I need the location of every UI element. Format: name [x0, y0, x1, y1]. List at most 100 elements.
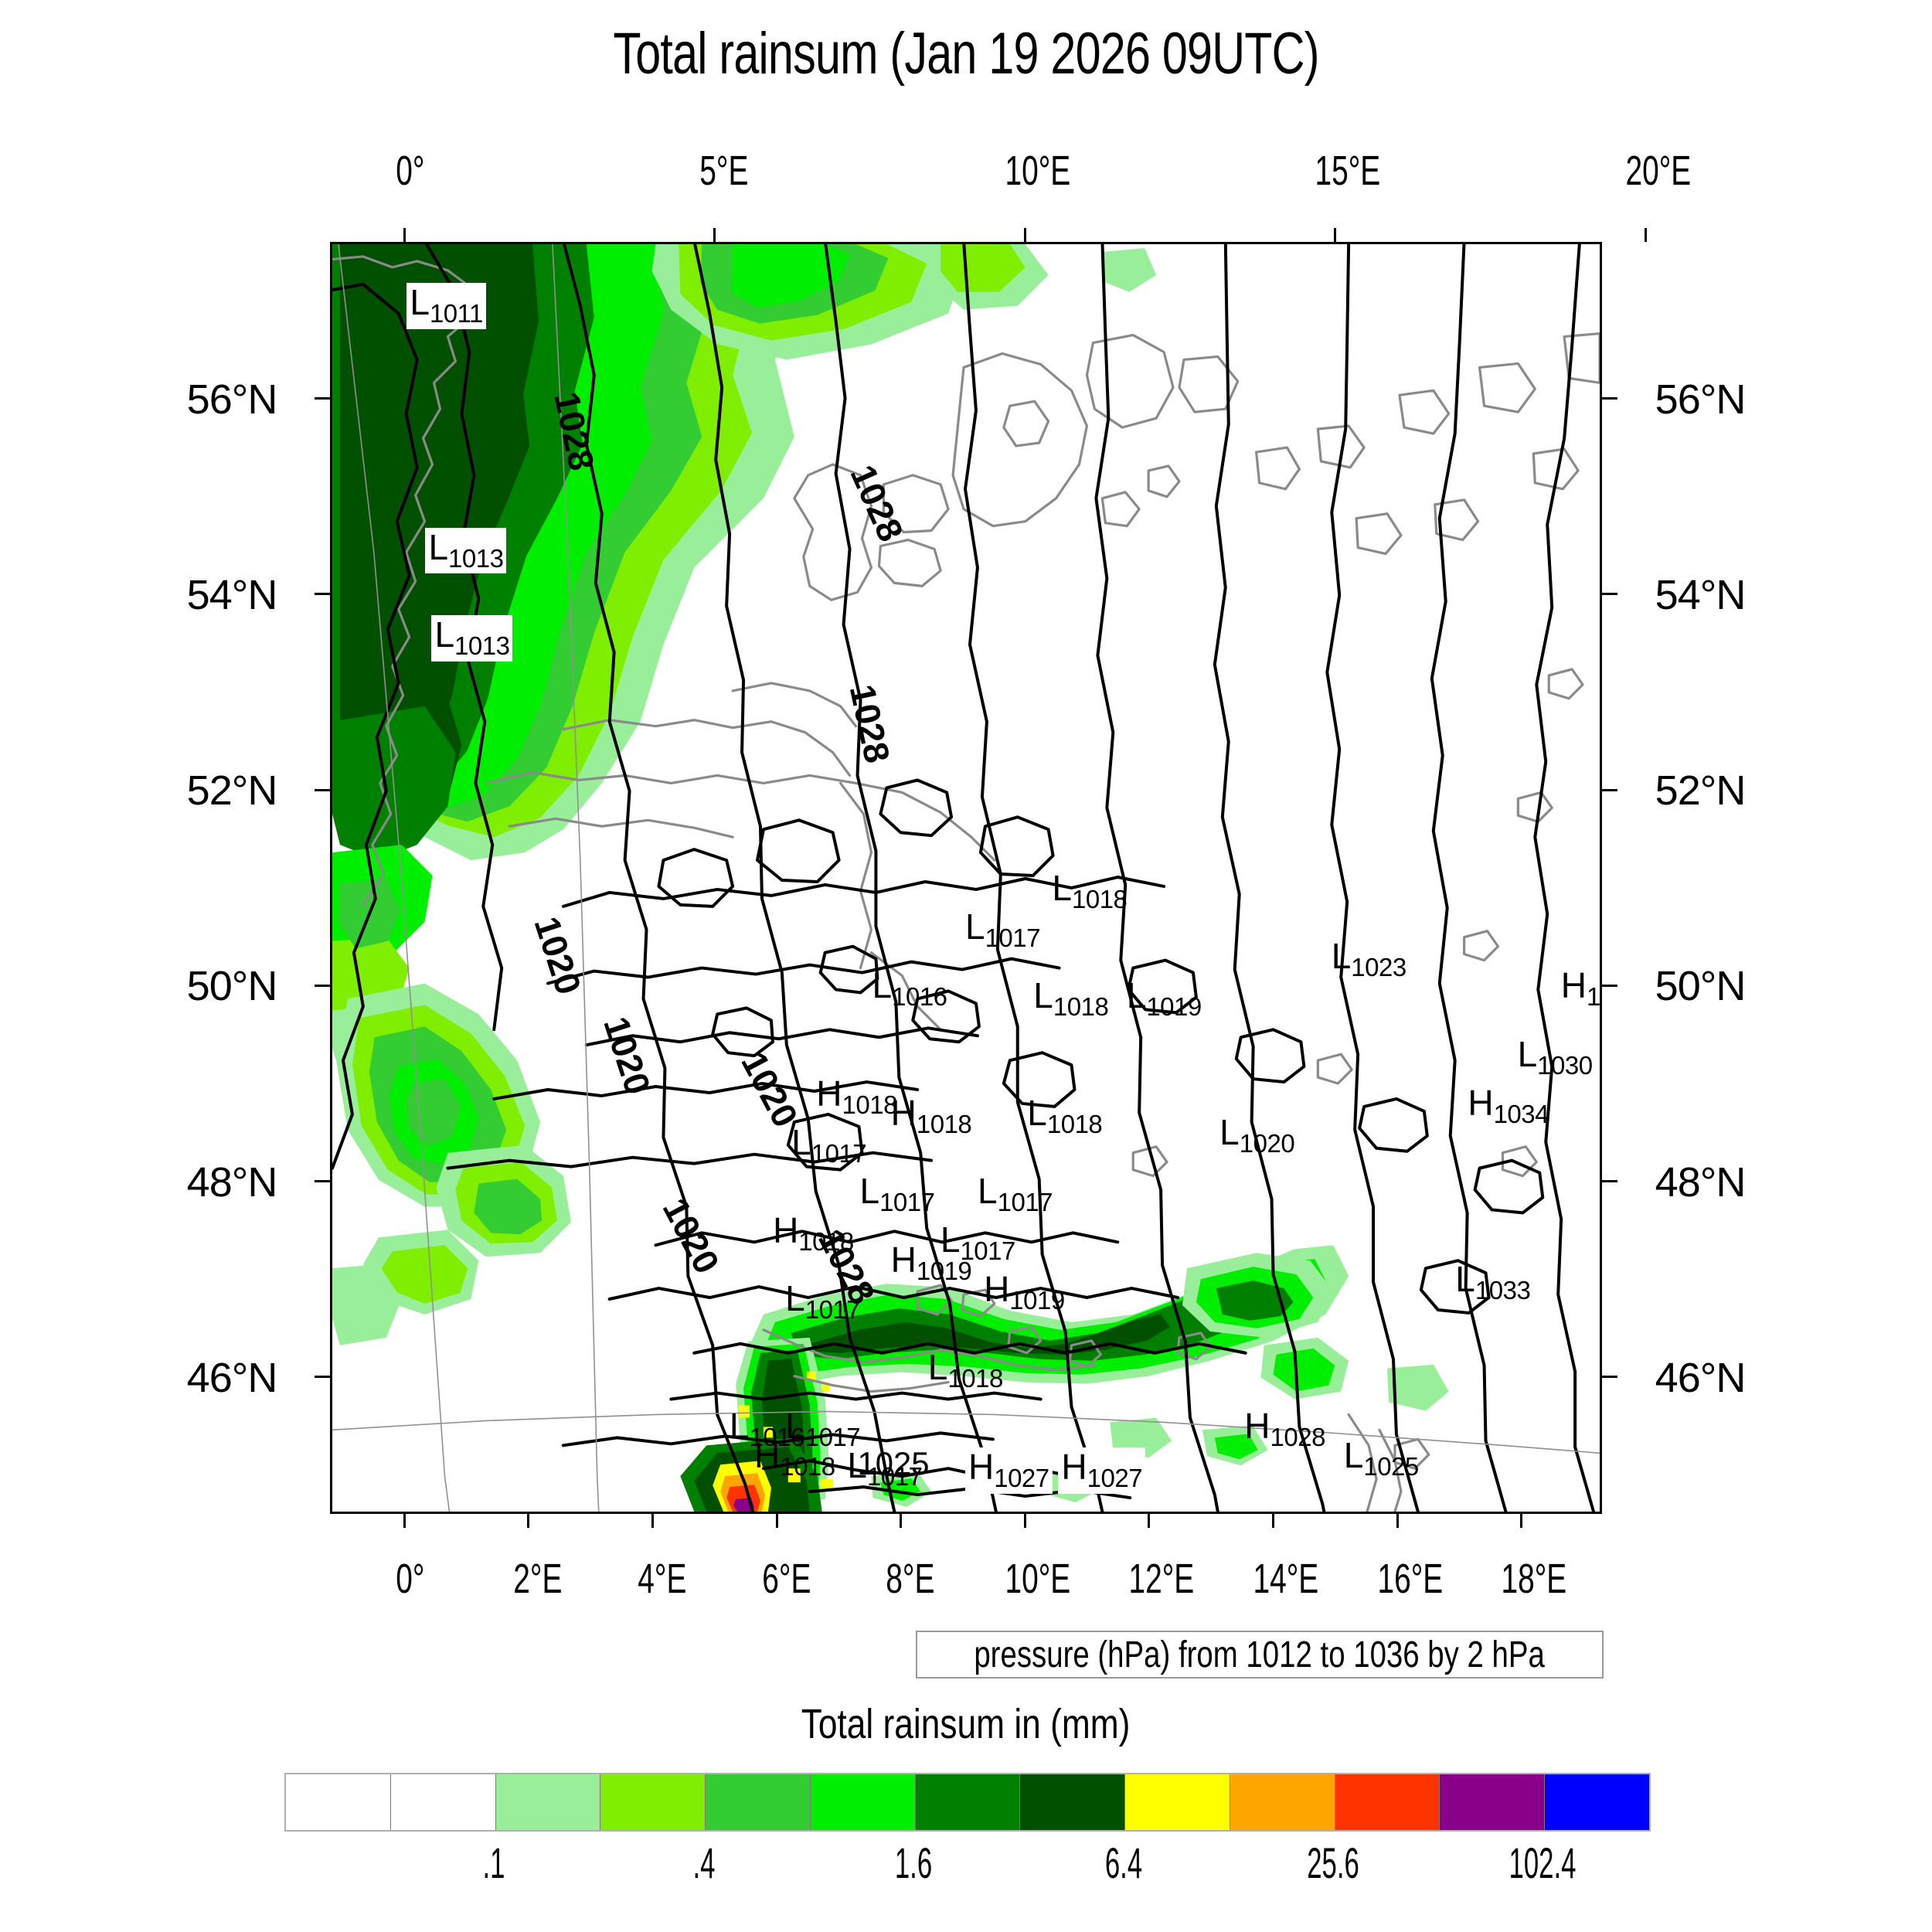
map-plot-area: 1028 1020 1020 1028 1028 1020 1020 1028 …: [330, 242, 1602, 1514]
lat-tick-left-5: 46°N: [186, 1354, 278, 1401]
pressure-center-value: 1010: [1587, 982, 1600, 1012]
pressure-center-type: H: [968, 1446, 995, 1487]
pressure-center-value: 1018: [1071, 884, 1128, 913]
pressure-center-value: 1016: [749, 1422, 804, 1451]
pressure-center-value: 1013: [454, 631, 510, 661]
colorbar: [284, 1773, 1651, 1832]
pressure-center-value: 1023: [1351, 953, 1406, 982]
tick-right-0: [1602, 397, 1617, 400]
map-canvas: 1028 1020 1020 1028 1028 1020 1020 1028 …: [332, 244, 1600, 1512]
colorbar-cell-4: [706, 1774, 811, 1830]
tick-bottom-6: [1148, 1514, 1151, 1528]
pressure-center-value: 1018: [780, 1451, 835, 1481]
pressure-center-type: L: [1219, 1112, 1240, 1153]
lon-tick-bottom-7: 14°E: [1253, 1556, 1319, 1602]
tick-left-2: [315, 788, 330, 791]
pressure-center-l-2: L1013: [431, 614, 513, 662]
lon-tick-bottom-2: 4°E: [638, 1556, 687, 1602]
pressure-center-l-4: L1017: [964, 906, 1041, 951]
pressure-center-value: 1030: [1537, 1050, 1593, 1080]
colorbar-cell-5: [810, 1774, 916, 1830]
pressure-center-l-24: L1033: [1455, 1259, 1531, 1303]
tick-top-1: [713, 228, 716, 242]
graticule: [332, 244, 1600, 1512]
pressure-center-value: 1020: [1239, 1129, 1295, 1158]
pressure-center-l-3: L1018: [1052, 867, 1128, 913]
pressure-center-type: L: [1052, 867, 1072, 908]
pressure-center-type: H: [816, 1073, 842, 1114]
colorbar-cell-10: [1335, 1774, 1440, 1830]
pressure-center-type: L: [1331, 936, 1352, 977]
tick-bottom-9: [1520, 1514, 1523, 1528]
pressure-center-value: 1011: [429, 298, 483, 328]
pressure-center-h-9: H1010: [1560, 965, 1600, 1012]
colorbar-title: Total rainsum in (mm): [801, 1701, 1131, 1747]
pressure-center-type: L: [410, 281, 430, 322]
tick-bottom-5: [1023, 1514, 1026, 1528]
pressure-center-l-23: L1017: [785, 1281, 861, 1322]
tick-left-3: [315, 984, 330, 987]
colorbar-cell-3: [600, 1774, 706, 1830]
page-title: Total rainsum (Jan 19 2026 09UTC): [613, 21, 1319, 87]
pressure-center-l-12: L1018: [1027, 1095, 1103, 1138]
tick-top-4: [1644, 228, 1647, 242]
pressure-center-type: L: [1343, 1435, 1364, 1476]
lat-tick-right-2: 52°N: [1655, 767, 1747, 815]
pressure-center-value: 1018: [1046, 1109, 1103, 1138]
colorbar-cell-8: [1125, 1774, 1230, 1830]
pressure-center-l-0: L1011: [406, 281, 486, 329]
pressure-center-l-6: L1016: [872, 968, 948, 1009]
colorbar-cell-0: [286, 1774, 391, 1830]
lon-tick-bottom-9: 18°E: [1501, 1556, 1567, 1602]
lat-tick-right-1: 54°N: [1655, 571, 1747, 618]
pressure-center-type: L: [785, 1406, 805, 1447]
pressure-center-type: H: [890, 1239, 917, 1280]
pressure-center-type: L: [978, 1171, 998, 1212]
tick-bottom-0: [403, 1514, 406, 1528]
pressure-center-type: H: [1560, 965, 1587, 1006]
pressure-center-type: L: [859, 1171, 880, 1212]
pressure-center-l-20: L1017: [940, 1219, 1016, 1264]
pressure-center-value: 1019: [1146, 992, 1202, 1021]
pressure-center-h-29: H1018: [754, 1437, 835, 1479]
lon-tick-bottom-8: 16°E: [1377, 1556, 1443, 1602]
pressure-center-h-11: H1018: [891, 1095, 972, 1137]
pressure-center-value: 1017: [867, 1461, 923, 1491]
lon-tick-bottom-6: 12°E: [1128, 1556, 1195, 1602]
pressure-center-value: 1018: [947, 1363, 1003, 1393]
colorbar-tick-1: .4: [692, 1838, 716, 1887]
pressure-center-l-30: L1025: [1343, 1435, 1420, 1479]
pressure-center-l-15: L1017: [791, 1124, 867, 1166]
colorbar-tick-4: 25.6: [1307, 1838, 1359, 1887]
pressure-center-type: L: [434, 614, 455, 655]
colorbar-tick-3: 6.4: [1104, 1838, 1142, 1887]
svg-text:1020: 1020: [527, 912, 589, 999]
colorbar-tick-0: .1: [482, 1838, 505, 1887]
pressure-center-value: 1017: [804, 1422, 861, 1451]
pressure-center-type: H: [1244, 1406, 1270, 1447]
pressure-center-type: L: [1455, 1259, 1475, 1300]
pressure-center-l-26: L1016: [730, 1408, 805, 1451]
pressure-center-h-21: H1019: [891, 1242, 972, 1284]
pressure-center-l-18: L1017: [978, 1173, 1053, 1215]
pressure-center-type: L: [964, 906, 985, 947]
tick-top-2: [1023, 228, 1026, 242]
colorbar-cell-12: [1545, 1774, 1649, 1830]
pressure-center-type: L: [1033, 975, 1053, 1015]
pressure-center-type: H: [890, 1092, 917, 1133]
lon-tick-top-1: 5°E: [699, 148, 749, 194]
tick-right-3: [1602, 984, 1617, 987]
lat-tick-right-4: 48°N: [1655, 1158, 1747, 1206]
pressure-center-type: H: [773, 1209, 799, 1250]
tick-bottom-2: [651, 1514, 655, 1528]
tick-left-0: [315, 397, 330, 400]
pressure-center-type: L: [940, 1219, 961, 1260]
pressure-legend-text: pressure (hPa) from 1012 to 1036 by 2 hP…: [974, 1634, 1546, 1675]
svg-text:1020: 1020: [596, 1012, 658, 1100]
lon-tick-top-0: 0°: [395, 148, 425, 194]
lat-tick-right-5: 46°N: [1655, 1354, 1747, 1401]
pressure-center-type: L: [847, 1444, 868, 1485]
svg-text:1028: 1028: [842, 459, 910, 547]
pressure-center-h-32: H1027: [964, 1446, 1053, 1494]
